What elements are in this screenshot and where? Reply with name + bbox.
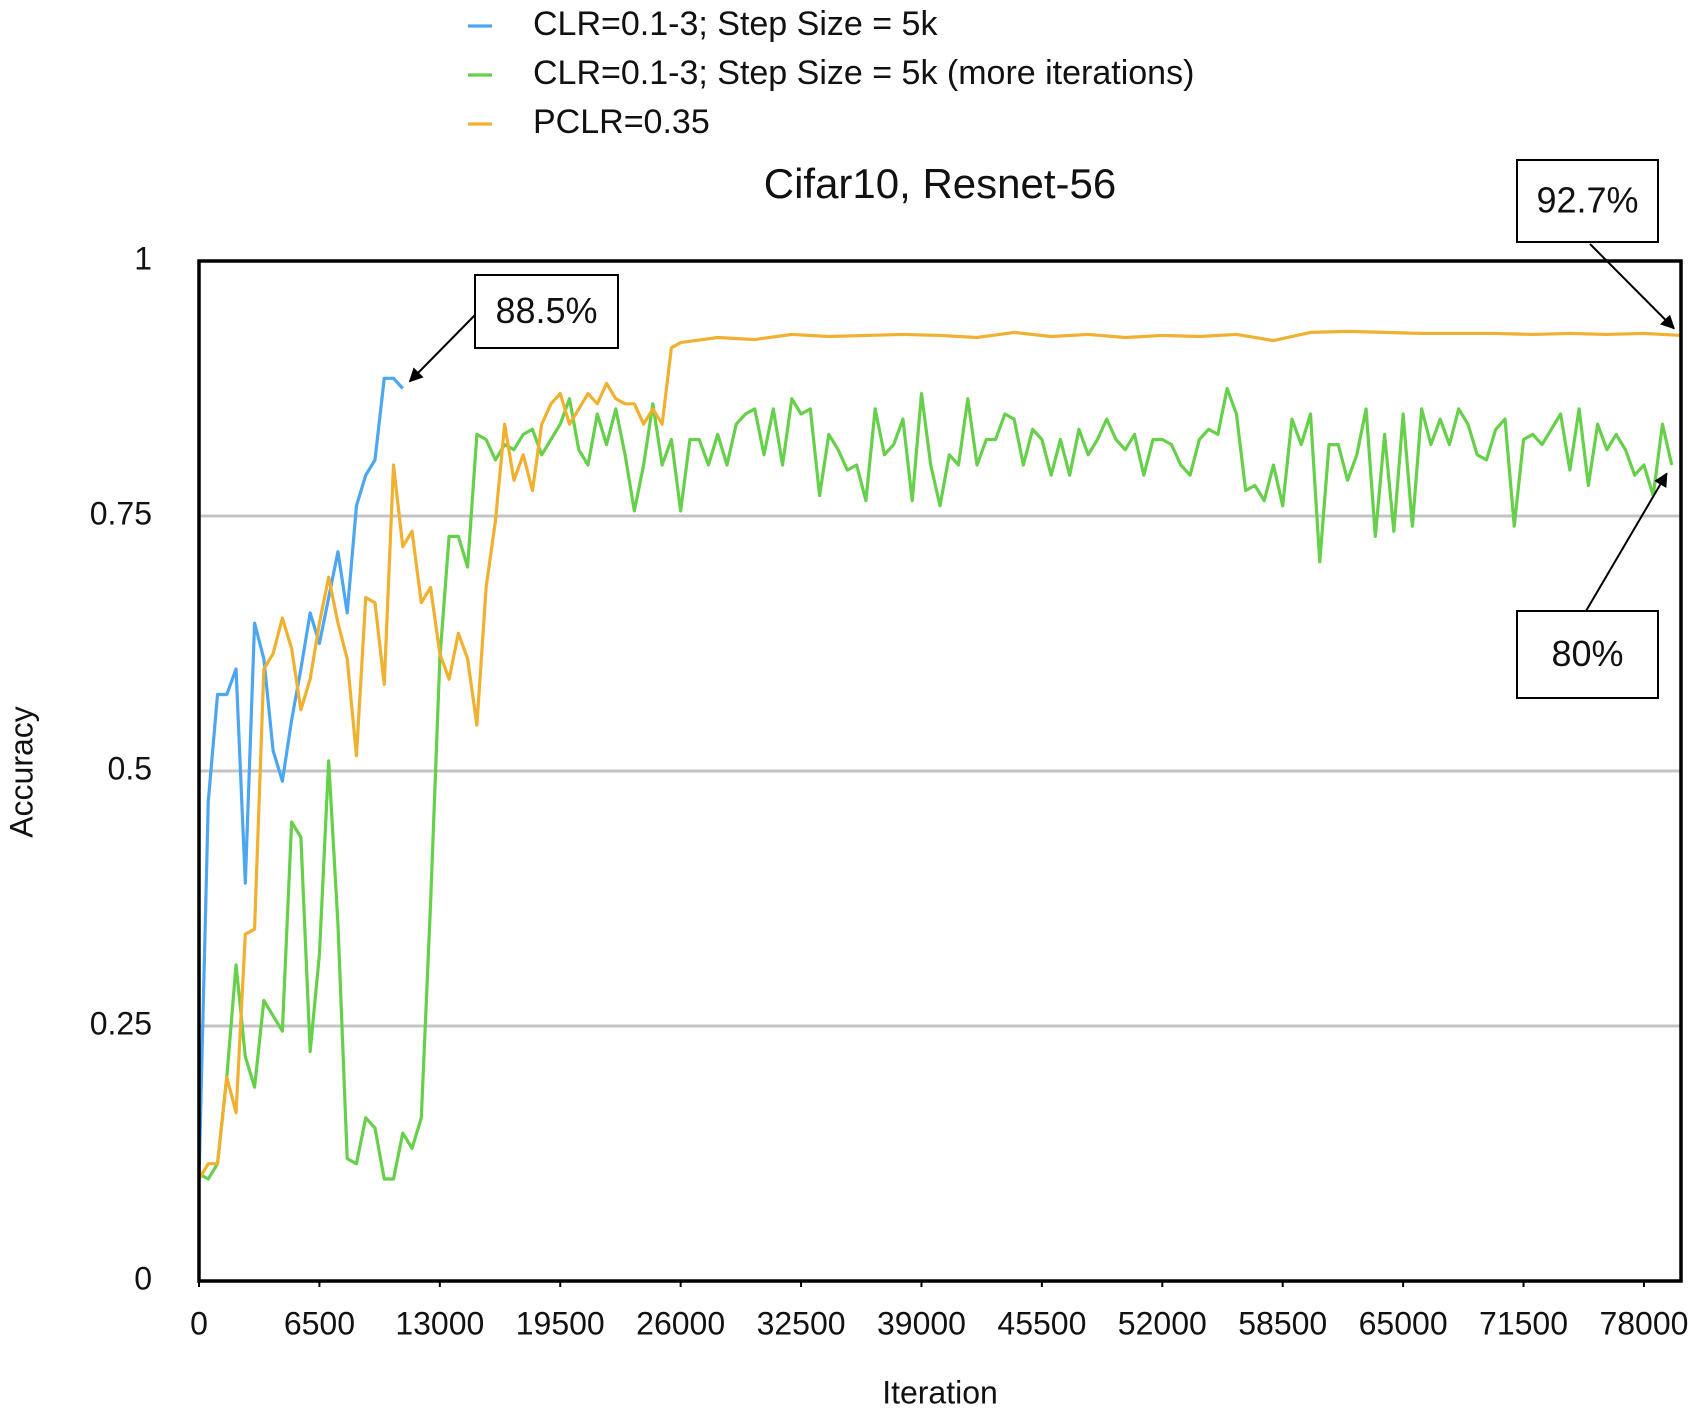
x-axis-label: Iteration [882,1374,998,1410]
legend-label: CLR=0.1-3; Step Size = 5k [533,5,938,43]
x-tick-label: 71500 [1479,1305,1568,1341]
x-tick-label: 0 [190,1305,208,1341]
y-tick-label: 0 [134,1260,152,1296]
series-line [197,376,404,1180]
annotation-label: 88.5% [495,290,597,331]
y-axis-label: Accuracy [3,706,39,838]
y-tick-label: 1 [134,240,152,276]
x-tick-label: 45500 [997,1305,1086,1341]
x-tick-label: 6500 [284,1305,355,1341]
x-tick-label: 19500 [516,1305,605,1341]
x-tick-label: 39000 [877,1305,966,1341]
y-tick-label: 0.25 [90,1005,152,1041]
x-tick-label: 26000 [636,1305,725,1341]
annotation-arrow [1585,472,1668,612]
annotation-arrow [408,314,476,383]
annotation-arrow [1589,243,1675,330]
annotation-box [474,274,619,349]
x-tick-label: 52000 [1118,1305,1207,1341]
y-tick-label: 0.75 [90,495,152,531]
x-tick-label: 65000 [1359,1305,1448,1341]
series-line [198,386,1674,1181]
x-tick-label: 78000 [1599,1305,1688,1341]
plot-frame [197,259,1683,1283]
legend-label: PCLR=0.35 [533,103,710,141]
y-tick-label: 0.5 [108,750,152,786]
x-tick-label: 58500 [1238,1305,1327,1341]
x-tick-label: 13000 [395,1305,484,1341]
x-tick-label: 32500 [757,1305,846,1341]
annotation-box [1516,159,1659,243]
legend-label: CLR=0.1-3; Step Size = 5k (more iteratio… [533,54,1194,92]
annotation-label: 92.7% [1536,180,1638,221]
annotation-box [1516,610,1659,699]
chart-title: Cifar10, Resnet-56 [764,160,1117,207]
series-line [197,329,1682,1180]
annotation-label: 80% [1551,633,1623,674]
